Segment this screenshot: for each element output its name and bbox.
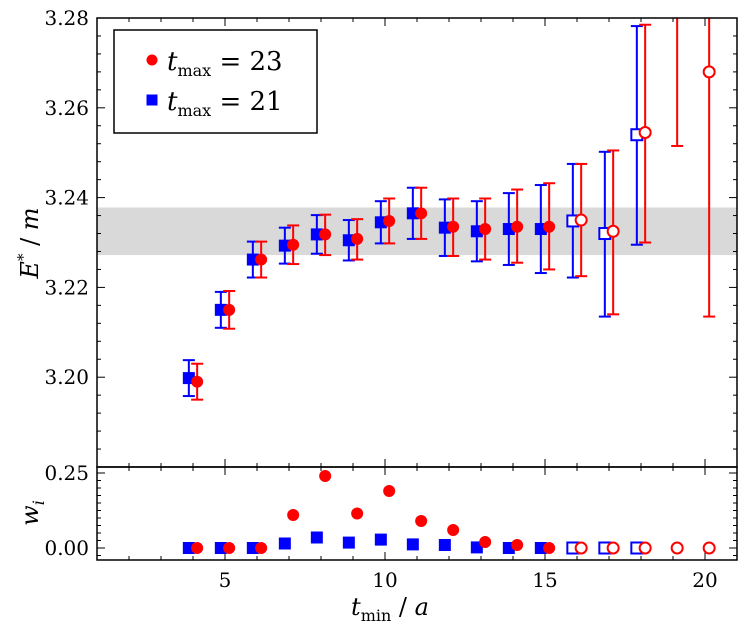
bottom-data-marks	[182, 470, 716, 555]
weight-point	[351, 507, 364, 520]
weight-point	[278, 537, 291, 550]
weight-point	[406, 538, 419, 551]
legend-marker-blue-square	[146, 94, 158, 106]
x-tick-label: 15	[532, 568, 557, 592]
legend-var: t	[167, 87, 178, 117]
weight-point	[638, 541, 652, 555]
weight-point	[415, 515, 428, 527]
legend-eq: = 21	[211, 87, 282, 117]
weight-point	[606, 541, 620, 555]
data-point	[702, 65, 716, 79]
data-point	[223, 303, 236, 316]
legend-entry-tmax-23: tmax = 23	[167, 47, 283, 80]
weight-point	[287, 509, 300, 521]
ylabel-base: E	[16, 261, 44, 280]
data-point	[287, 238, 300, 251]
data-point	[638, 125, 652, 139]
weight-point	[383, 485, 396, 497]
ylabel-base: w	[16, 505, 44, 526]
weight-point	[670, 541, 684, 555]
data-point	[351, 232, 364, 245]
legend-entry-tmax-21: tmax = 21	[167, 87, 283, 120]
weight-point	[511, 539, 524, 551]
top-y-axis-title: E* / m	[14, 207, 44, 279]
legend-var: t	[167, 47, 178, 77]
y-tick-label: 3.26	[44, 96, 89, 120]
top-ytick-labels: 3.20 3.22 3.24 3.26 3.28	[44, 6, 89, 389]
x-tick-label: 20	[692, 568, 717, 592]
bottom-panel: 0.00 0.25 5 10 15 20 wi tmin / a	[16, 461, 738, 625]
weight-point	[543, 542, 556, 554]
weight-point	[319, 470, 332, 482]
y-tick-label: 3.20	[44, 365, 89, 389]
weight-point	[191, 542, 204, 554]
weight-point	[255, 542, 268, 554]
data-point	[191, 375, 204, 388]
x-tick-label: 10	[372, 568, 397, 592]
top-data-marks	[182, 18, 716, 401]
legend: tmax = 23 tmax = 21	[113, 29, 318, 134]
data-point	[415, 207, 428, 220]
y-tick-label: 0.00	[44, 536, 89, 560]
x-tick-label: 5	[219, 568, 232, 592]
data-point	[383, 214, 396, 227]
bottom-ytick-labels: 0.00 0.25	[44, 461, 89, 560]
legend-eq: = 23	[211, 47, 282, 77]
data-point	[447, 220, 460, 233]
y-tick-label: 3.22	[44, 275, 89, 299]
weight-point	[470, 541, 483, 554]
ylabel-sup: *	[14, 253, 32, 261]
bottom-plot-frame	[96, 466, 738, 561]
weight-point	[223, 542, 236, 554]
y-tick-label: 3.24	[44, 186, 89, 210]
weight-point	[374, 533, 387, 546]
data-point	[319, 228, 332, 241]
xlabel-base: t	[351, 593, 361, 621]
y-tick-label: 0.25	[44, 461, 89, 485]
legend-box	[113, 29, 318, 134]
xlabel-sub: min	[361, 606, 392, 625]
weight-point	[438, 539, 451, 551]
legend-sub: max	[177, 61, 211, 80]
y-tick-label: 3.28	[44, 6, 89, 30]
xlabel-unit: a	[415, 593, 429, 621]
data-point	[574, 213, 588, 227]
weight-point	[342, 536, 355, 549]
data-point	[511, 220, 524, 233]
top-panel: 3.203.223.243.263.28 tmax = 23 tmax = 21…	[14, 6, 738, 468]
legend-sub: max	[177, 101, 211, 120]
data-point	[255, 253, 268, 266]
x-axis-title: tmin / a	[351, 593, 429, 625]
legend-marker-red-circle	[146, 54, 158, 66]
weight-point	[574, 541, 588, 555]
data-point	[479, 223, 492, 236]
weight-point	[702, 541, 716, 555]
bottom-y-axis-title: wi	[16, 500, 48, 526]
weight-point	[310, 531, 323, 544]
data-point	[543, 220, 556, 233]
weight-point	[447, 524, 460, 536]
ylabel-unit: m	[16, 207, 44, 230]
bottom-xtick-labels: 5 10 15 20	[219, 568, 718, 592]
weight-point	[479, 536, 492, 548]
ylabel-sub: i	[29, 500, 48, 505]
data-point	[606, 224, 620, 238]
